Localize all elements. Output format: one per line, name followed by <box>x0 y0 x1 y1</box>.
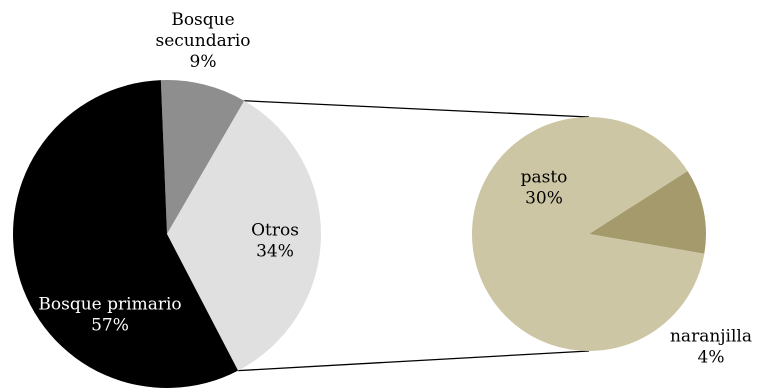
secondary-pie <box>471 116 706 351</box>
slice-label-bosque-primario-name: Bosque primario <box>38 295 181 315</box>
slice-label-otros-value: 34% <box>256 242 294 262</box>
pie-slice-bosque-secundario <box>160 79 245 235</box>
main-pie <box>13 79 321 388</box>
slice-label-naranjilla-value: 4% <box>698 348 725 368</box>
slice-label-bosque-primario-value: 57% <box>91 316 129 336</box>
pie-slice-bosque-primario <box>13 80 239 388</box>
slice-label-bosque-secundario: Bosque secundario 9% <box>155 10 250 72</box>
slice-label-naranjilla: naranjilla 4% <box>670 327 752 368</box>
pie-slice-otros <box>167 100 321 371</box>
slice-label-otros-name: Otros <box>251 221 299 241</box>
slice-label-otros: Otros 34% <box>251 221 299 262</box>
connector-line-top <box>244 100 590 118</box>
slice-label-pasto: pasto 30% <box>521 168 568 209</box>
slice-label-pasto-name: pasto <box>521 168 568 188</box>
connector-line-bottom <box>238 350 590 372</box>
slice-labels: Bosque secundario 9% Otros 34% Bosque primari… <box>38 10 752 368</box>
slice-label-bosque-secundario-name: Bosque <box>171 10 234 30</box>
slice-label-naranjilla-name: naranjilla <box>670 327 752 347</box>
pie-slice-naranjilla <box>589 170 706 254</box>
connector-lines <box>238 100 590 372</box>
pie-slice-pasto <box>471 116 705 351</box>
slice-label-bosque-primario: Bosque primario 57% <box>38 295 181 336</box>
slice-label-bosque-secundario-value: 9% <box>190 52 217 72</box>
slice-label-pasto-value: 30% <box>525 189 563 209</box>
slice-label-bosque-secundario-name: secundario <box>155 31 250 51</box>
